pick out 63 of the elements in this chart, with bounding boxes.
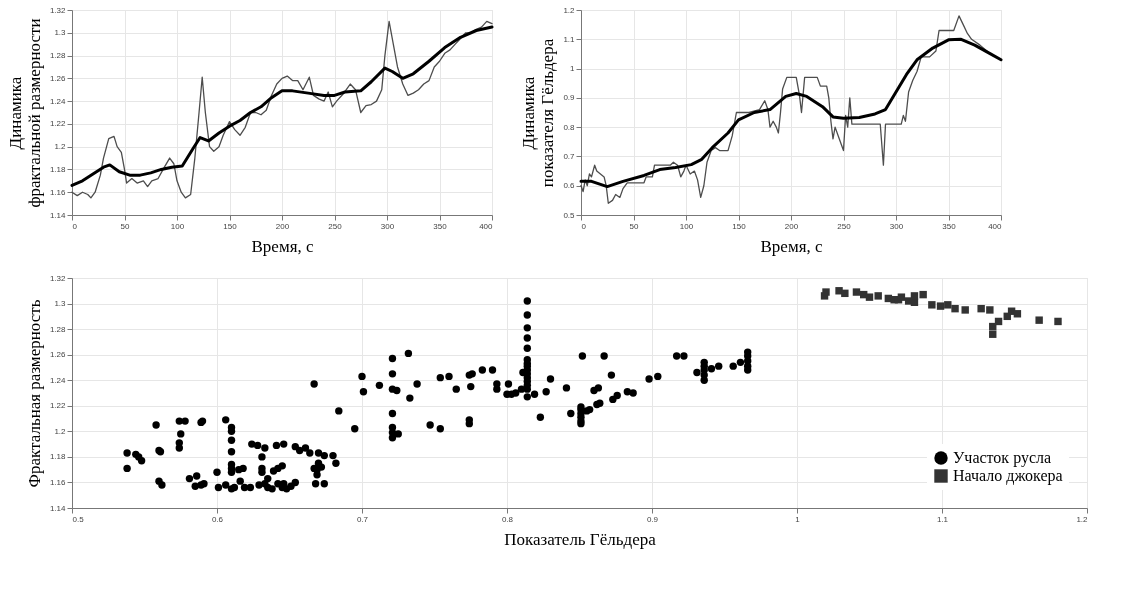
x-tick-label: 0.5 (72, 514, 85, 524)
y-tick-label: 1.1 (563, 34, 576, 44)
x-tick-label: 0 (581, 221, 587, 231)
x-tick-label: 0.8 (501, 514, 514, 524)
x-tick-label: 0.7 (356, 514, 369, 524)
y-tick-label: 1.22 (49, 119, 67, 129)
y-tick-label: 1.2 (54, 426, 67, 436)
x-tick-label: 300 (889, 221, 904, 231)
y-tick-label: 1.18 (49, 452, 67, 462)
y-tick-label: 0.8 (563, 122, 576, 132)
x-axis-title: Показатель Гёльдера (504, 529, 657, 549)
legend-label: Начало джокера (953, 467, 1063, 485)
y-axis-title: Динамика фрактальной размерности (5, 18, 44, 208)
x-tick-label: 0 (72, 221, 78, 231)
y-tick-label: 1.26 (49, 350, 67, 360)
y-tick-label: 1.24 (49, 96, 67, 106)
y-tick-label: 1.3 (54, 299, 67, 309)
y-tick-label: 1.32 (49, 5, 67, 15)
x-tick-label: 150 (732, 221, 747, 231)
x-tick-label: 350 (433, 221, 448, 231)
y-tick-label: 1.24 (49, 375, 67, 385)
y-tick-label: 0.9 (563, 93, 576, 103)
x-tick-label: 200 (275, 221, 290, 231)
x-tick-label: 250 (837, 221, 852, 231)
y-tick-label: 1.2 (563, 5, 576, 15)
y-tick-label: 1.16 (49, 187, 67, 197)
x-tick-label: 100 (170, 221, 185, 231)
y-tick-label: 1.32 (49, 273, 67, 283)
x-tick-label: 0.6 (211, 514, 224, 524)
x-tick-label: 50 (120, 221, 130, 231)
line-series (579, 37, 1003, 189)
x-tick-label: 300 (380, 221, 395, 231)
y-tick-label: 0.7 (563, 151, 576, 161)
legend-label: Участок русла (953, 449, 1052, 467)
x-tick-label: 400 (988, 221, 1003, 231)
y-tick-label: 1.28 (49, 324, 67, 334)
y-tick-label: 1.22 (49, 401, 67, 411)
y-tick-label: 1 (570, 64, 576, 74)
x-tick-label: 1.1 (936, 514, 949, 524)
y-tick-label: 1.26 (49, 73, 67, 83)
y-tick-label: 0.5 (563, 210, 576, 220)
x-tick-label: 1 (795, 514, 801, 524)
x-axis-title: Время, с (251, 236, 314, 256)
y-tick-label: 1.28 (49, 51, 67, 61)
x-tick-label: 250 (328, 221, 343, 231)
x-tick-label: 200 (784, 221, 799, 231)
x-tick-label: 50 (629, 221, 639, 231)
x-tick-label: 350 (942, 221, 957, 231)
y-tick-label: 0.6 (563, 181, 576, 191)
x-tick-label: 1.2 (1076, 514, 1089, 524)
y-tick-label: 1.2 (54, 142, 67, 152)
y-tick-label: 1.14 (49, 210, 67, 220)
x-tick-label: 150 (223, 221, 238, 231)
y-axis-title: Фрактальная размерность (24, 299, 44, 488)
x-tick-label: 400 (479, 221, 494, 231)
y-tick-label: 1.3 (54, 28, 67, 38)
x-tick-label: 100 (679, 221, 694, 231)
y-tick-label: 1.16 (49, 477, 67, 487)
y-tick-label: 1.14 (49, 503, 67, 513)
y-tick-label: 1.18 (49, 164, 67, 174)
x-axis-title: Время, с (760, 236, 823, 256)
y-axis-title: Динамика показателя Гёльдера (519, 38, 558, 188)
x-tick-label: 0.9 (646, 514, 659, 524)
